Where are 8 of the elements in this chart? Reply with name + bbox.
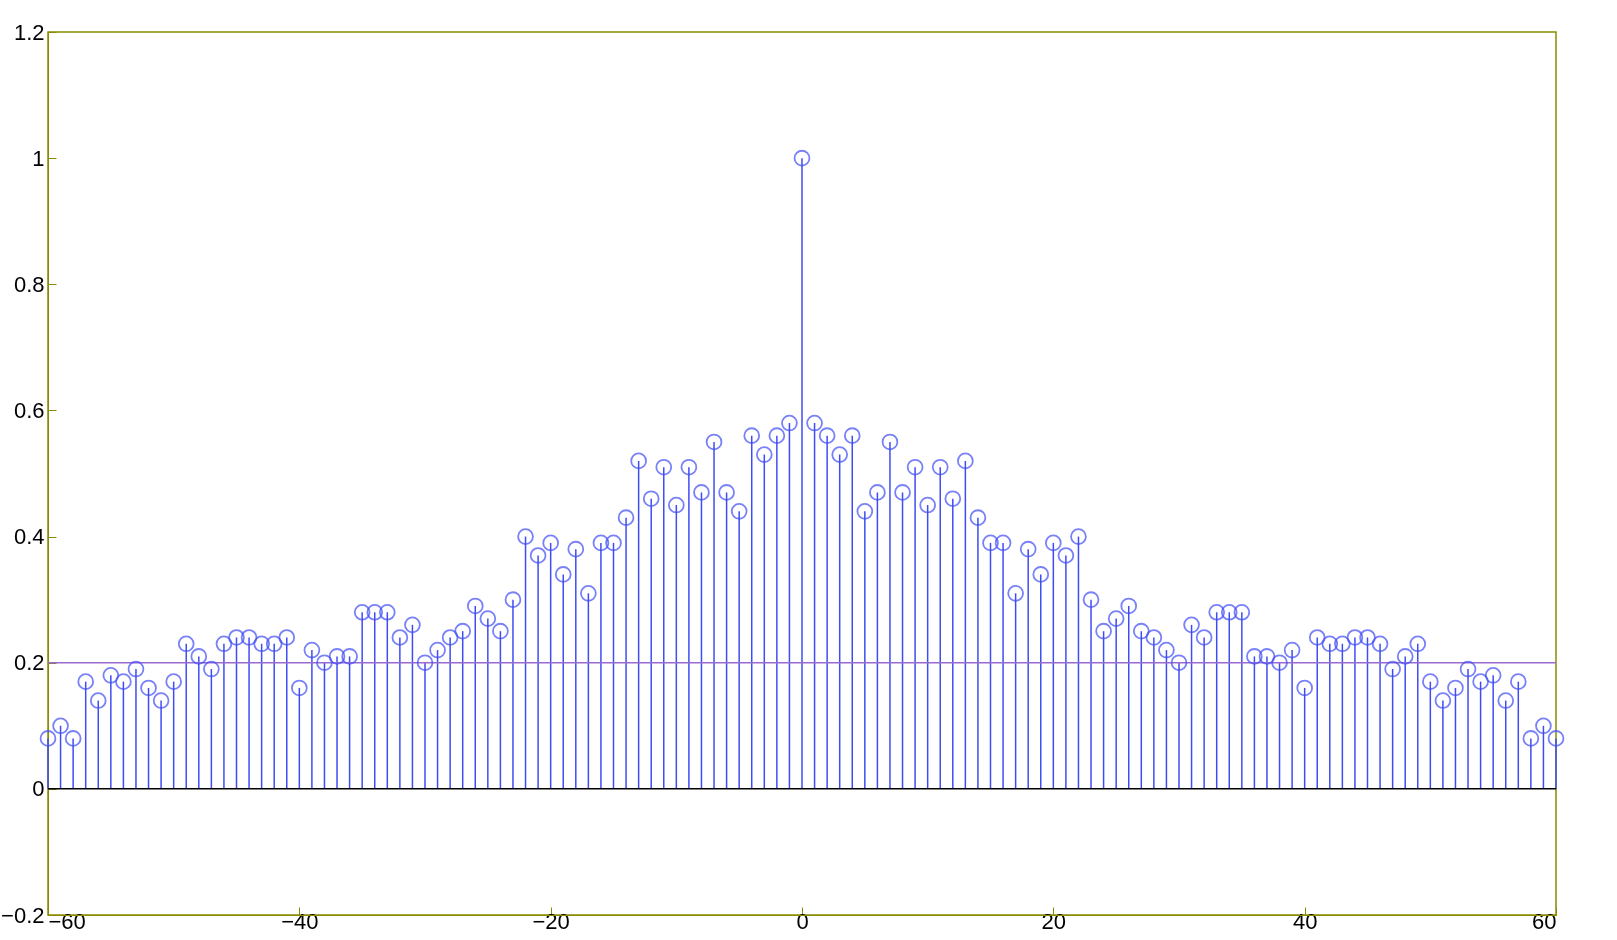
y-tick-label: 0.6 bbox=[13, 397, 45, 423]
y-tick-label: 1 bbox=[32, 145, 45, 171]
y-tick-label: 1.2 bbox=[13, 19, 45, 45]
y-tick-label: 0 bbox=[32, 776, 45, 802]
y-tick-label: 0.8 bbox=[13, 271, 45, 297]
y-tick-label: −0.2 bbox=[1, 902, 45, 928]
y-tick-label: 0.2 bbox=[13, 650, 45, 676]
y-tick-label: 0.4 bbox=[13, 524, 45, 550]
